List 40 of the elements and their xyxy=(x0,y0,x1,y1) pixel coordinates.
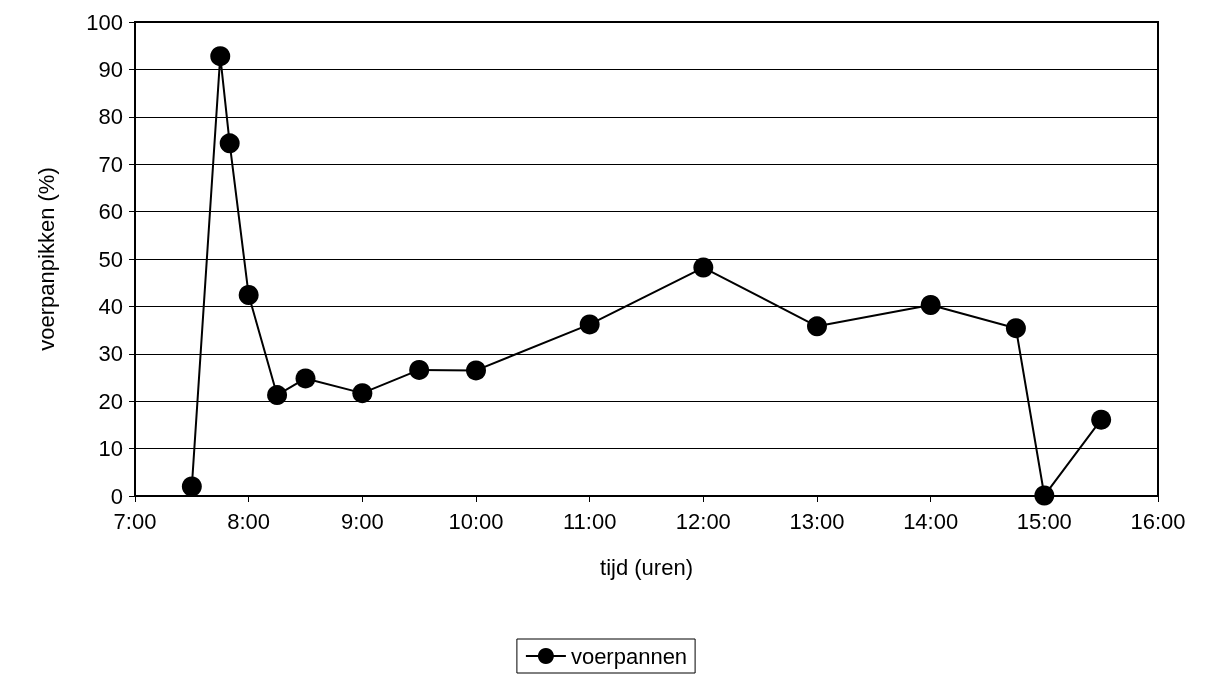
point xyxy=(352,383,373,404)
point xyxy=(267,385,288,406)
point xyxy=(466,360,486,381)
y-tick-label: 0 xyxy=(110,483,123,509)
point xyxy=(579,314,600,335)
x-tick-label: 14:00 xyxy=(903,508,959,534)
y-tick-label: 50 xyxy=(98,246,123,272)
point xyxy=(181,476,202,497)
y-tick-label: 90 xyxy=(98,56,123,82)
point xyxy=(1034,485,1055,506)
y-tick-label: 20 xyxy=(98,388,123,414)
x-tick-label: 16:00 xyxy=(1130,508,1186,534)
y-tick-label: 30 xyxy=(98,341,123,367)
y-tick-label: 80 xyxy=(98,104,123,130)
x-tick-label: 12:00 xyxy=(675,508,731,534)
x-tick-label: 11:00 xyxy=(562,508,617,534)
x-tick-label: 9:00 xyxy=(340,508,384,534)
x-tick-label: 8:00 xyxy=(227,508,271,534)
x-tick-label: 10:00 xyxy=(448,508,504,534)
x-tick-label: 15:00 xyxy=(1016,508,1072,534)
y-axis-title: voerpanpikken (%) xyxy=(33,167,59,351)
y-tick-label: 10 xyxy=(98,436,123,462)
x-axis-title: tijd (uren) xyxy=(600,554,693,580)
point xyxy=(295,368,316,389)
point xyxy=(219,133,240,154)
point xyxy=(807,316,827,337)
point xyxy=(1091,409,1112,430)
point xyxy=(1005,318,1026,339)
legend-label: voerpannen xyxy=(570,643,688,669)
point xyxy=(409,359,430,380)
point xyxy=(920,294,941,315)
x-tick-label: 13:00 xyxy=(789,508,845,534)
y-tick-label: 70 xyxy=(98,151,123,177)
point xyxy=(693,257,714,278)
point xyxy=(210,46,231,67)
y-tick-label: 60 xyxy=(98,199,123,225)
x-tick-label: 7:00 xyxy=(113,508,157,534)
y-tick-label: 100 xyxy=(86,9,123,35)
point xyxy=(238,285,259,306)
y-tick-label: 40 xyxy=(98,293,123,319)
